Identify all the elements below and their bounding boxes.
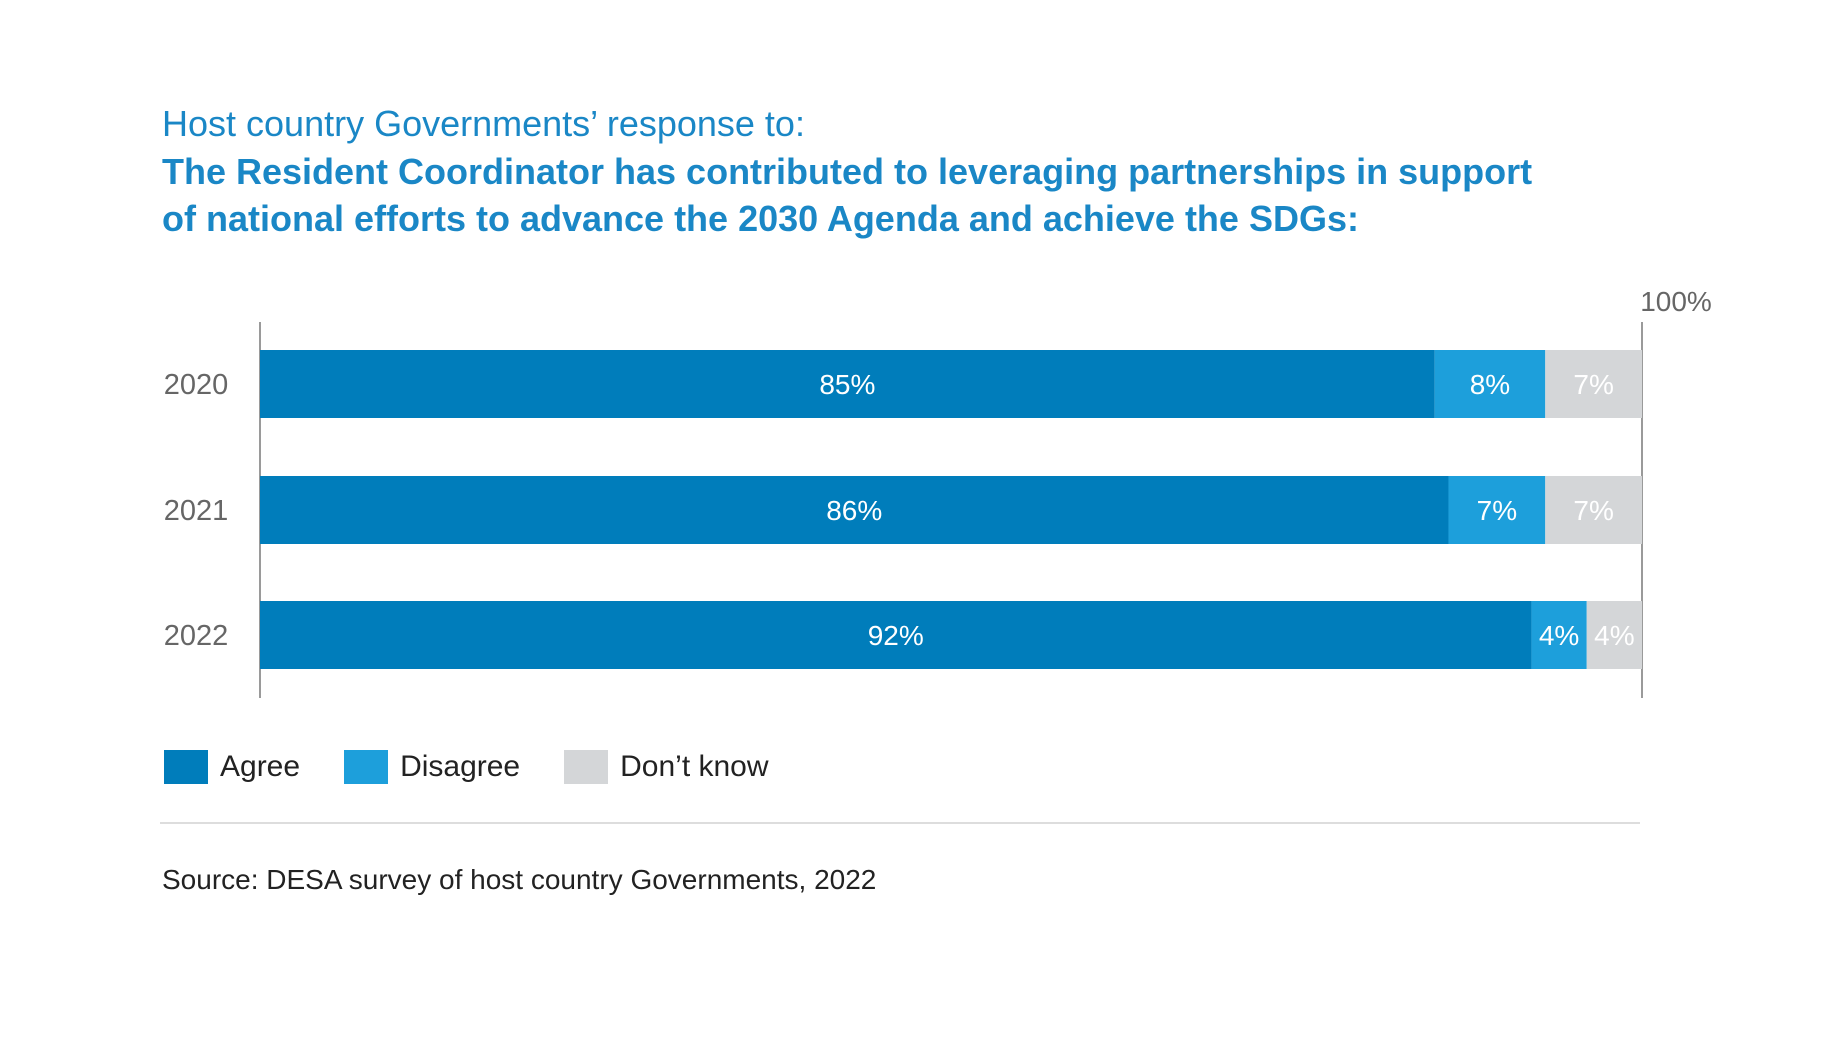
bar-disagree-2022 [1531,601,1587,669]
data-label-don-t-know-2021: 7% [1573,495,1613,526]
bar-don-t-know-2020 [1545,350,1642,418]
bar-don-t-know-2021 [1545,476,1642,544]
chart-title-line-1: The Resident Coordinator has contributed… [162,151,1533,192]
data-label-don-t-know-2022: 4% [1594,620,1634,651]
legend-label-agree: Agree [220,750,301,783]
bar-disagree-2021 [1448,476,1546,544]
data-label-agree-2021: 86% [826,495,882,526]
source-note: Source: DESA survey of host country Gove… [162,864,877,895]
chart-legend: Agree Disagree Don’t know [164,744,813,790]
legend-item-disagree: Disagree [344,750,520,784]
legend-label-disagree: Disagree [400,750,521,783]
category-label-2021: 2021 [164,495,229,527]
chart-subtitle: Host country Governments’ response to: [162,103,805,144]
max-value-label: 100% [1640,286,1712,317]
source-divider [160,822,1640,824]
data-label-disagree-2022: 4% [1539,620,1579,651]
legend-item-dont-know: Don’t know [564,750,769,784]
bar-agree-2022 [260,601,1532,669]
chart-title-line-2: of national efforts to advance the 2030 … [162,198,1359,239]
legend-label-dont-know: Don’t know [620,750,769,783]
data-label-agree-2022: 92% [868,620,924,651]
bar-don-t-know-2022 [1586,601,1642,669]
category-label-2020: 2020 [164,369,229,401]
bar-agree-2021 [260,476,1449,544]
bar-agree-2020 [260,350,1435,418]
data-label-disagree-2021: 7% [1477,495,1517,526]
category-label-2022: 2022 [164,620,229,652]
data-label-agree-2020: 85% [819,369,875,400]
chart-title: The Resident Coordinator has contributed… [162,148,1662,242]
legend-item-agree: Agree [164,750,300,784]
data-label-don-t-know-2020: 7% [1573,369,1613,400]
legend-swatch-agree [164,750,208,784]
data-label-disagree-2020: 8% [1470,369,1510,400]
legend-swatch-dont-know [564,750,609,784]
chart-title-block: Host country Governments’ response to: T… [162,100,1662,242]
legend-swatch-disagree [344,750,389,784]
bar-disagree-2020 [1434,350,1546,418]
